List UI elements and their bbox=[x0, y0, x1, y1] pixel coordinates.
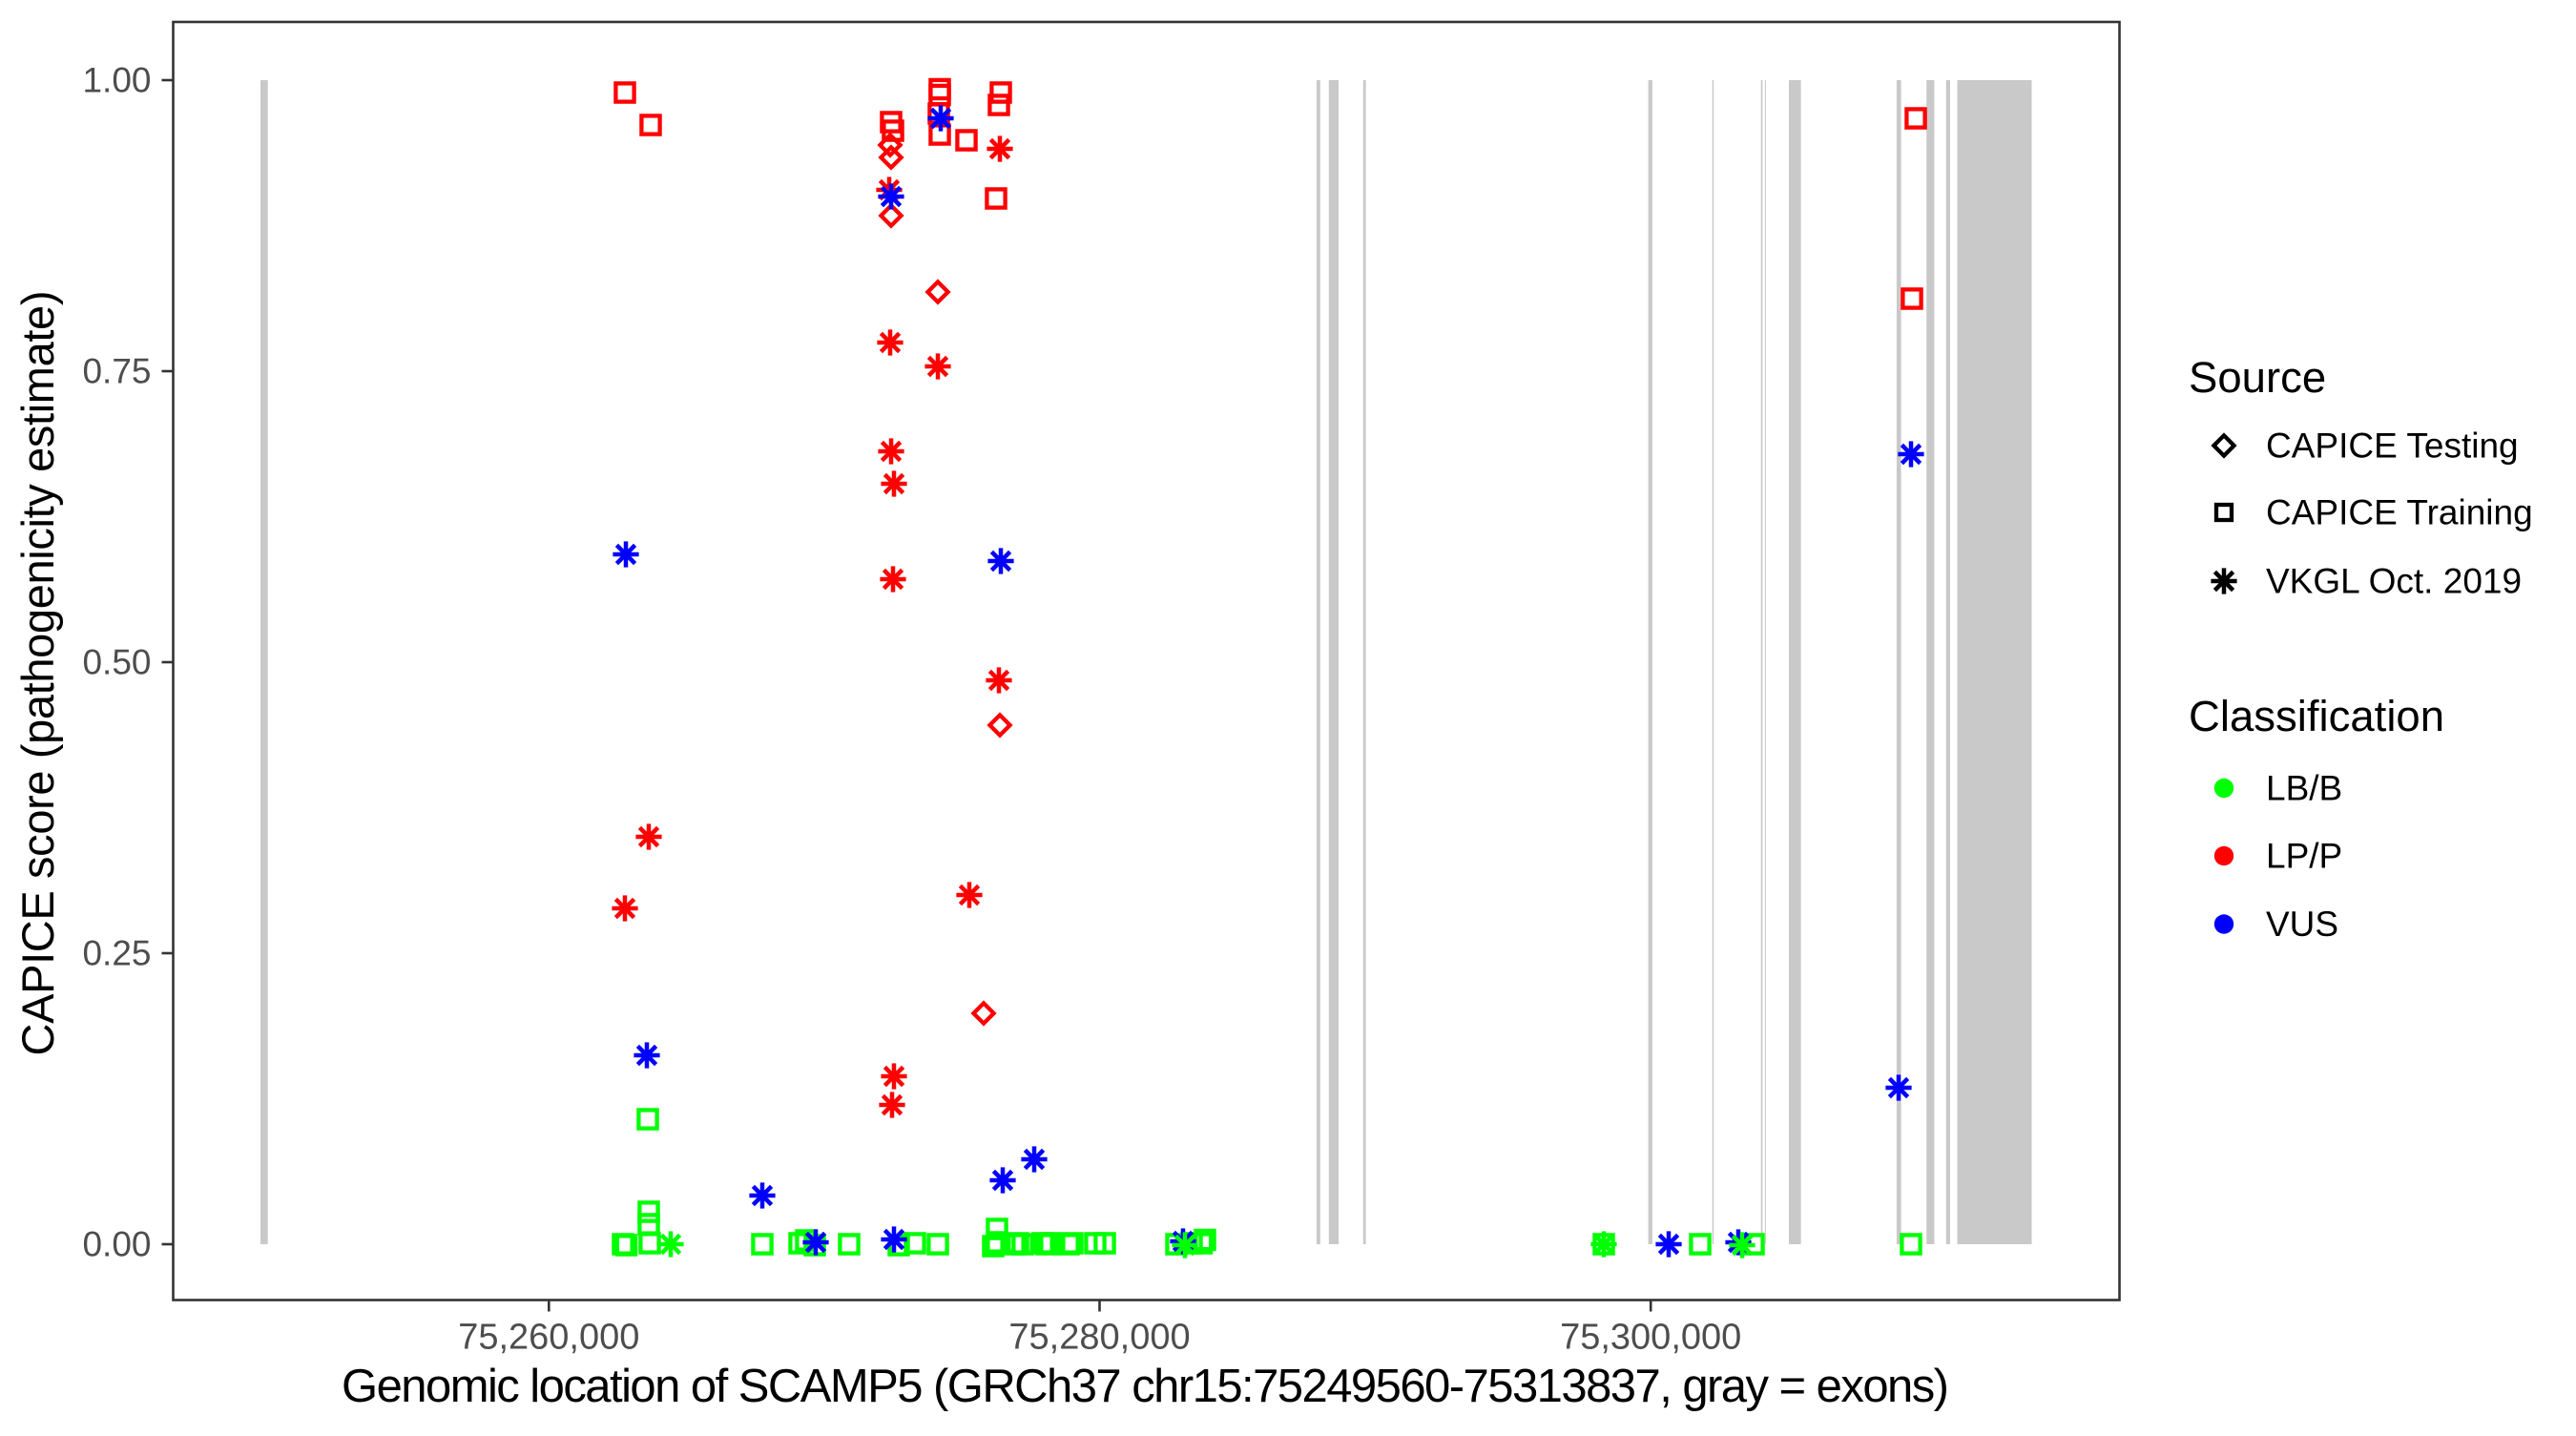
svg-text:0.75: 0.75 bbox=[82, 352, 151, 391]
svg-text:CAPICE Testing: CAPICE Testing bbox=[2266, 427, 2519, 466]
svg-text:LB/B: LB/B bbox=[2266, 769, 2342, 808]
svg-text:75,280,000: 75,280,000 bbox=[1008, 1318, 1190, 1358]
svg-text:0.00: 0.00 bbox=[82, 1225, 151, 1264]
svg-text:CAPICE Training: CAPICE Training bbox=[2266, 493, 2533, 532]
svg-text:1.00: 1.00 bbox=[82, 61, 151, 100]
svg-text:VKGL Oct. 2019: VKGL Oct. 2019 bbox=[2266, 562, 2522, 601]
svg-text:VUS: VUS bbox=[2266, 905, 2338, 944]
svg-text:LP/P: LP/P bbox=[2266, 837, 2342, 876]
svg-text:75,300,000: 75,300,000 bbox=[1560, 1318, 1741, 1358]
svg-text:0.50: 0.50 bbox=[82, 643, 151, 682]
svg-text:Genomic location of SCAMP5 (GR: Genomic location of SCAMP5 (GRCh37 chr15… bbox=[342, 1361, 1949, 1412]
svg-text:0.25: 0.25 bbox=[82, 934, 151, 973]
svg-text:CAPICE score (pathogenicity es: CAPICE score (pathogenicity estimate) bbox=[12, 291, 63, 1056]
svg-text:75,260,000: 75,260,000 bbox=[458, 1318, 639, 1358]
svg-text:Source: Source bbox=[2189, 353, 2326, 402]
svg-text:Classification: Classification bbox=[2189, 692, 2444, 740]
